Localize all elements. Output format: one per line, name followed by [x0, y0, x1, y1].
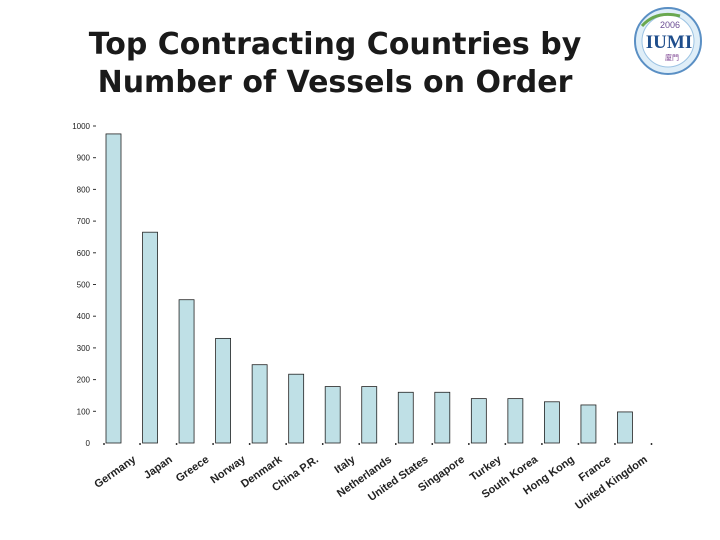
bar: [434, 391, 451, 444]
chart-title-line-1: Top Contracting Countries by: [88, 27, 582, 62]
bar: [251, 364, 268, 444]
y-tick-label: 400: [77, 312, 91, 321]
chart-title: Top Contracting Countries by Number of V…: [40, 26, 630, 102]
y-tick-label: 700: [77, 217, 91, 226]
y-tick-label: 800: [77, 185, 91, 194]
bar: [617, 411, 633, 444]
iumi-logo: 2006 IUMI 廈門: [634, 7, 702, 75]
x-tick-label: Greece: [174, 454, 211, 485]
bar: [580, 404, 597, 444]
bar: [361, 386, 378, 444]
bar: [324, 386, 341, 444]
y-tick-label: 500: [77, 281, 91, 290]
bar: [105, 133, 122, 444]
y-tick-label: 600: [77, 249, 91, 258]
logo-tagline: 廈門: [665, 53, 679, 62]
y-tick-label: 300: [77, 344, 91, 353]
bars: [105, 133, 633, 444]
bar: [288, 373, 305, 444]
logo-text: IUMI: [646, 32, 692, 53]
logo-swoosh: [640, 12, 681, 28]
bar: [215, 337, 232, 444]
bar: [178, 299, 195, 444]
bar: [507, 398, 524, 444]
x-tick-label: Italy: [333, 453, 359, 476]
x-tick-label: Germany: [92, 453, 139, 491]
y-tick-label: 0: [86, 439, 91, 448]
bar: [470, 398, 487, 444]
y-tick-label: 900: [77, 154, 91, 163]
y-axis: 0 100 200 300 400 500 600 700 800 900 1000: [72, 122, 96, 448]
x-tick-label: Japan: [142, 453, 175, 481]
y-tick-label: 200: [77, 376, 91, 385]
bar: [544, 401, 560, 444]
bar: [397, 391, 414, 444]
chart-title-line-2: Number of Vessels on Order: [97, 65, 573, 100]
y-tick-label: 100: [77, 407, 91, 416]
y-tick-label: 1000: [72, 122, 90, 131]
bar: [142, 231, 158, 444]
logo-year: 2006: [660, 20, 680, 30]
